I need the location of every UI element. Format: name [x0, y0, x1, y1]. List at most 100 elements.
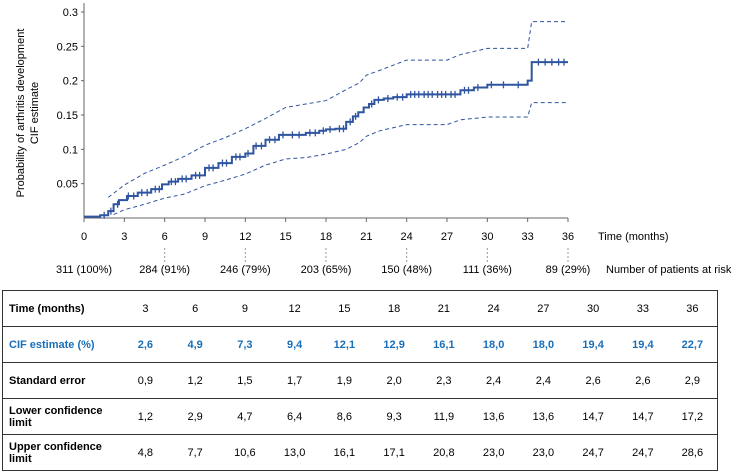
- table-cell: 21: [419, 290, 469, 327]
- table-cell: 14,7: [568, 398, 618, 435]
- table-cell: 30: [568, 290, 618, 327]
- x-tick-label: 18: [320, 231, 332, 243]
- table-cell: 22,7: [667, 326, 718, 363]
- table-cell: 23,0: [468, 434, 519, 471]
- table-cell: 10,6: [220, 434, 270, 471]
- risk-count: 246 (79%): [220, 264, 271, 276]
- x-axis-label: Time (months): [598, 231, 669, 243]
- risk-count: 311 (100%): [56, 264, 112, 276]
- y-tick-label: 0.2: [63, 76, 78, 88]
- table-cell: 13,6: [468, 398, 519, 435]
- table-cell: 13,0: [269, 434, 320, 471]
- table-cell: 14,7: [618, 398, 668, 435]
- censor-marks: [103, 58, 565, 219]
- table-cell: 12,1: [319, 326, 370, 363]
- table-cell: 2,6: [120, 326, 171, 363]
- table-cell: 1,2: [120, 398, 171, 435]
- y-tick-label: 0.05: [57, 179, 78, 191]
- row-label: CIF estimate (%): [2, 326, 121, 363]
- table-cell: 23,0: [518, 434, 569, 471]
- x-tick-label: 3: [121, 231, 127, 243]
- table-cell: 2,4: [468, 362, 519, 399]
- table-cell: 7,3: [220, 326, 270, 363]
- y-ticks: 0.05 0.1 0.15 0.2 0.25 0.3: [57, 7, 84, 191]
- table-cell: 27: [518, 290, 569, 327]
- row-label: Time (months): [2, 290, 121, 327]
- table-cell: 1,7: [269, 362, 320, 399]
- axes: [83, 3, 568, 219]
- x-tick-label: 24: [401, 231, 413, 243]
- cif-table: Time (months) 3 6 9 12 15 18 21 24 27 30 33 36 CIF es…: [2, 290, 718, 471]
- table-cell: 17,2: [667, 398, 718, 435]
- table-header-row: Time (months) 3 6 9 12 15 18 21 24 27 30 33 36: [2, 290, 718, 327]
- risk-count: 111 (36%): [463, 264, 512, 276]
- y-axis-label-line2: CIF estimate: [29, 82, 41, 144]
- upper-ci-line: [107, 21, 568, 198]
- table-cell: 4,9: [170, 326, 220, 363]
- table-cell: 9,3: [369, 398, 419, 435]
- table-cell: 2,6: [568, 362, 618, 399]
- table-cell: 1,9: [319, 362, 370, 399]
- table-cell: 36: [667, 290, 718, 327]
- table-row: CIF estimate (%) 2,6 4,9 7,3 9,4 12,1 12,9 16,1…: [2, 326, 718, 363]
- y-axis-label-2: CIF estimate: [29, 82, 41, 144]
- row-label: Standard error: [2, 362, 121, 399]
- risk-count: 203 (65%): [301, 264, 352, 276]
- table-cell: 33: [618, 290, 668, 327]
- table-cell: 18: [369, 290, 419, 327]
- table-cell: 17,1: [369, 434, 419, 471]
- table-cell: 18,0: [518, 326, 569, 363]
- risk-row-label: Number of patients at risk: [606, 264, 732, 276]
- row-label: Upper confidence limit: [2, 434, 121, 471]
- x-tick-label: 15: [280, 231, 292, 243]
- table-cell: 16,1: [419, 326, 469, 363]
- table-cell: 19,4: [568, 326, 618, 363]
- x-tick-label: 33: [522, 231, 534, 243]
- x-tick-label: 21: [360, 231, 372, 243]
- table-cell: 12: [269, 290, 320, 327]
- table-cell: 2,3: [419, 362, 469, 399]
- y-axis-label: Probability of arthritis development: [15, 29, 27, 198]
- risk-count: 284 (91%): [139, 264, 190, 276]
- x-tick-label: 27: [441, 231, 453, 243]
- table-cell: 4,7: [220, 398, 270, 435]
- table-cell: 12,9: [369, 326, 419, 363]
- table-cell: 3: [120, 290, 171, 327]
- lower-ci-line: [113, 102, 568, 216]
- table-cell: 13,6: [518, 398, 569, 435]
- table-cell: 28,6: [667, 434, 718, 471]
- table-cell: 0,9: [120, 362, 171, 399]
- x-tick-label: 30: [481, 231, 493, 243]
- table-cell: 15: [319, 290, 370, 327]
- risk-count: 89 (29%): [546, 264, 591, 276]
- table-cell: 2,9: [667, 362, 718, 399]
- table-cell: 20,8: [419, 434, 469, 471]
- table-cell: 2,9: [170, 398, 220, 435]
- x-tick-label: 9: [202, 231, 208, 243]
- table-cell: 6,4: [269, 398, 320, 435]
- y-tick-label: 0.25: [57, 41, 78, 53]
- x-tick-label: 12: [239, 231, 251, 243]
- table-cell: 2,6: [618, 362, 668, 399]
- table-cell: 24,7: [568, 434, 618, 471]
- x-tick-label: 36: [562, 231, 574, 243]
- y-tick-label: 0.15: [57, 110, 78, 122]
- table-cell: 16,1: [319, 434, 370, 471]
- table-row: Lower confidence limit 1,2 2,9 4,7 6,4 8,6 9,3…: [2, 398, 718, 435]
- series-group: [84, 21, 568, 218]
- cif-line: [84, 61, 568, 218]
- table-cell: 18,0: [468, 326, 519, 363]
- table-cell: 4,8: [120, 434, 171, 471]
- row-label: Lower confidence limit: [2, 398, 121, 435]
- y-axis-label-line1: Probability of arthritis development: [15, 29, 27, 198]
- table-row: Upper confidence limit 4,8 7,7 10,6 13,0 16,1…: [2, 434, 718, 471]
- table-cell: 2,4: [518, 362, 569, 399]
- x-ticks: 0 3 6 9 12 15 18 21 24 27 30 33 36: [81, 218, 574, 243]
- x-tick-label: 6: [162, 231, 168, 243]
- x-tick-label: 0: [81, 231, 87, 243]
- table-row: Standard error 0,9 1,2 1,5 1,7 1,9 2,0 2,3 2,4 2,…: [2, 362, 718, 399]
- table-cell: 11,9: [419, 398, 469, 435]
- table-cell: 24,7: [618, 434, 668, 471]
- risk-count: 150 (48%): [381, 264, 432, 276]
- cif-chart: Probability of arthritis development CIF…: [15, 3, 732, 276]
